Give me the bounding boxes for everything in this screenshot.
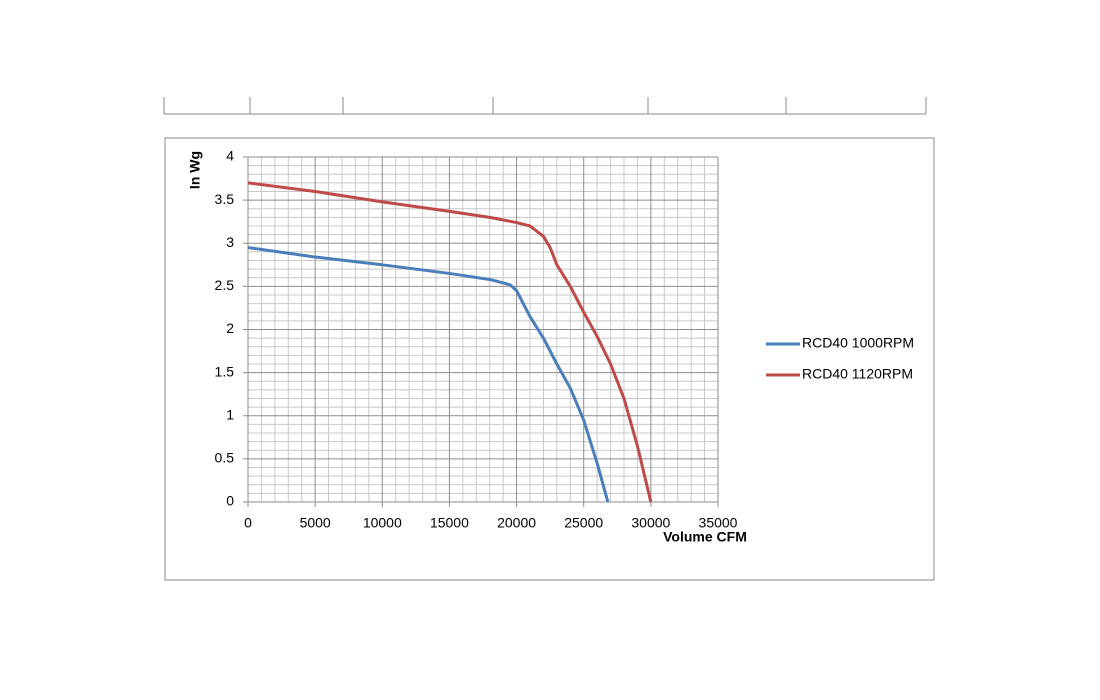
- x-tick-label: 5000: [300, 515, 331, 531]
- x-axis-title: Volume CFM: [663, 529, 747, 545]
- chart-border: [164, 137, 935, 581]
- series-line: [247, 246, 610, 503]
- grid: [243, 156, 719, 507]
- y-tick-label: 4: [226, 148, 234, 164]
- legend-label: RCD40 1000RPM: [802, 335, 914, 351]
- y-tick-label: 3: [226, 234, 234, 250]
- x-tick-label: 30000: [631, 515, 670, 531]
- y-tick-label: 0.5: [215, 450, 235, 466]
- legend-label: RCD40 1120RPM: [802, 366, 913, 382]
- x-tick-label: 0: [244, 515, 252, 531]
- y-tick-label: 1.5: [215, 363, 235, 379]
- x-tick-label: 20000: [497, 515, 536, 531]
- y-tick-label: 1: [226, 406, 234, 422]
- y-axis-title: In Wg: [187, 151, 203, 189]
- y-tick-label: 2.5: [215, 277, 235, 293]
- series-line: [247, 181, 653, 503]
- x-tick-label: 10000: [363, 515, 402, 531]
- x-tick-label: 25000: [564, 515, 603, 531]
- x-tick-label: 35000: [699, 515, 738, 531]
- x-tick-label: 15000: [430, 515, 469, 531]
- y-tick-label: 0: [226, 493, 234, 509]
- table-fragment: [163, 97, 927, 115]
- y-tick-label: 3.5: [215, 191, 235, 207]
- y-tick-label: 2: [226, 320, 234, 336]
- plot: [247, 181, 653, 503]
